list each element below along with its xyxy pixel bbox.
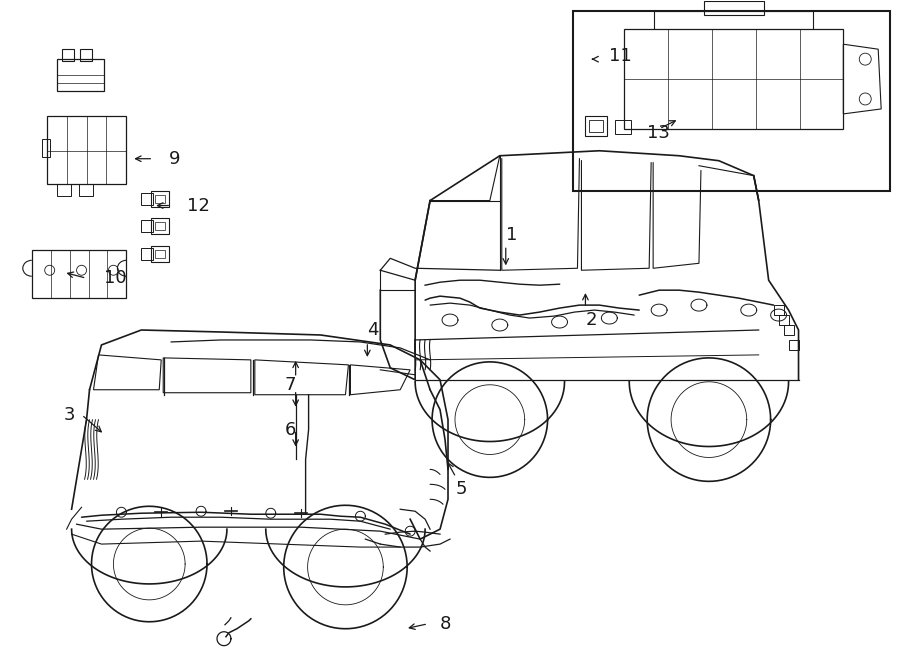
Bar xyxy=(57,59,104,91)
Bar xyxy=(778,315,788,325)
Bar xyxy=(32,251,126,298)
Bar xyxy=(141,221,153,233)
Text: 2: 2 xyxy=(585,311,597,329)
Bar xyxy=(141,192,153,204)
Bar xyxy=(79,49,92,61)
Bar xyxy=(573,11,890,190)
Text: 1: 1 xyxy=(506,227,518,245)
Bar xyxy=(590,120,603,132)
Text: 13: 13 xyxy=(647,124,670,142)
Bar xyxy=(61,49,74,61)
Text: 9: 9 xyxy=(169,150,181,168)
Bar xyxy=(784,325,794,335)
Bar xyxy=(155,251,166,258)
Bar xyxy=(155,194,166,202)
Bar xyxy=(585,116,608,136)
Bar xyxy=(57,184,70,196)
Text: 12: 12 xyxy=(187,196,210,215)
Text: 5: 5 xyxy=(456,481,467,498)
Bar xyxy=(774,305,784,315)
Bar xyxy=(616,120,631,134)
Text: 11: 11 xyxy=(609,47,632,65)
Bar xyxy=(151,190,169,206)
Text: 7: 7 xyxy=(284,375,296,394)
Text: 10: 10 xyxy=(104,269,127,288)
Bar xyxy=(704,1,764,15)
Bar xyxy=(141,249,153,260)
Bar xyxy=(625,29,843,129)
Bar xyxy=(47,116,126,184)
Text: 3: 3 xyxy=(64,406,75,424)
Bar xyxy=(41,139,50,157)
Bar xyxy=(788,340,798,350)
Text: 4: 4 xyxy=(367,321,379,339)
Bar xyxy=(151,247,169,262)
Text: 8: 8 xyxy=(440,615,452,633)
Bar xyxy=(151,219,169,235)
Text: 6: 6 xyxy=(284,420,296,439)
Bar xyxy=(155,223,166,231)
Bar xyxy=(78,184,93,196)
